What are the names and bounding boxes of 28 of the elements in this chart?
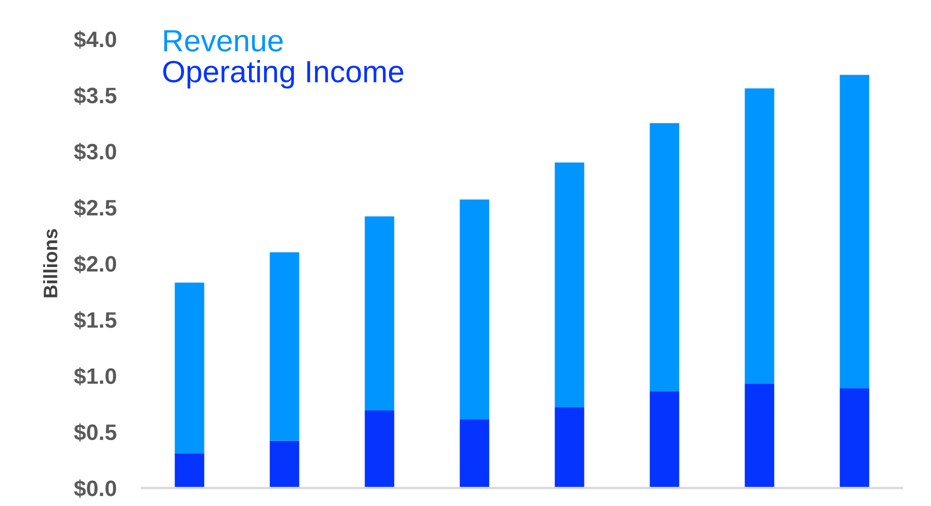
bar — [744, 88, 774, 384]
bar — [364, 216, 394, 411]
bar — [554, 162, 584, 408]
text: Operating Income — [163, 60, 404, 89]
bar — [554, 407, 584, 488]
y-tick-label: $0.5 — [74, 423, 116, 442]
bar — [650, 123, 680, 392]
text: Revenue — [164, 30, 283, 52]
bar — [270, 252, 300, 441]
bar — [460, 420, 490, 488]
bar — [270, 440, 300, 488]
bar — [174, 282, 204, 454]
y-tick-label: $2.5 — [74, 198, 116, 218]
y-tick-label: $2.0 — [74, 255, 116, 274]
bar — [174, 453, 204, 488]
y-tick-label: $3.0 — [74, 142, 116, 161]
bar — [460, 200, 490, 420]
bar — [840, 74, 870, 388]
y-tick-label: $1.0 — [74, 367, 116, 386]
y-tick-label: $1.5 — [74, 311, 116, 330]
y-tick-label: $0.0 — [74, 480, 116, 498]
bar — [840, 388, 870, 488]
y-axis-title: Billions — [43, 229, 58, 298]
bar — [650, 391, 680, 488]
y-tick-label: $3.5 — [74, 86, 116, 105]
y-tick-label: $4.0 — [74, 30, 116, 49]
bar — [364, 410, 394, 488]
bar — [744, 384, 774, 488]
